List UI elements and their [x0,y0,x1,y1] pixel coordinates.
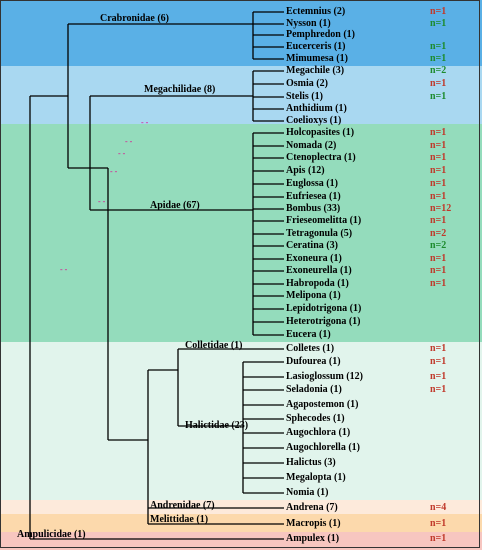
genus-label: Megalopta (1) [286,472,346,483]
genus-label: Nomada (2) [286,140,337,151]
genus-label: Tetragonula (5) [286,228,353,239]
genus-label: Euglossa (1) [286,178,338,189]
genus-label: Augochlorella (1) [286,442,360,453]
genus-label: Holcopasites (1) [286,127,355,138]
melittidae-band [0,514,482,532]
family-label-andrenidae: Andrenidae (7) [150,500,215,511]
sample-count: n=1 [430,343,447,354]
sample-count: n=2 [430,228,447,239]
genus-label: Coelioxys (1) [286,115,342,126]
genus-label: Megachile (3) [286,65,345,76]
sample-count: n=1 [430,253,447,264]
genus-label: Andrena (7) [286,502,338,513]
sample-count: n=1 [430,41,447,52]
genus-label: Macropis (1) [286,518,341,529]
genus-label: Melipona (1) [286,290,341,301]
sample-count: n=1 [430,6,447,17]
tick-mark: - - [98,197,106,206]
genus-label: Stelis (1) [286,91,323,102]
sample-count: n=1 [430,91,447,102]
family-label-colletidae: Colletidae (1) [185,340,243,351]
sample-count: n=1 [430,127,447,138]
sample-count: n=1 [430,518,447,529]
family-label-crabronidae: Crabronidae (6) [100,13,169,24]
genus-label: Exoneurella (1) [286,265,352,276]
sample-count: n=1 [430,215,447,226]
sample-count: n=1 [430,384,447,395]
genus-label: Exoneura (1) [286,253,342,264]
genus-label: Agapostemon (1) [286,399,359,410]
sample-count: n=1 [430,78,447,89]
sample-count: n=12 [430,203,452,214]
genus-label: Anthidium (1) [286,103,347,114]
tick-mark: - - [110,167,118,176]
ampulicidae-band [0,532,482,550]
family-label-apidae: Apidae (67) [150,200,200,211]
apidae-band [0,124,482,342]
sample-count: n=1 [430,371,447,382]
genus-label: Eufriesea (1) [286,191,341,202]
family-label-melittidae: Melittidae (1) [150,514,209,525]
andrenidae-band [0,500,482,514]
sample-count: n=1 [430,152,447,163]
sample-count: n=1 [430,165,447,176]
genus-label: Heterotrigona (1) [286,316,361,327]
genus-label: Nomia (1) [286,487,329,498]
colletidae-halictidae-band [0,342,482,500]
sample-count: n=2 [430,65,447,76]
genus-label: Lepidotrigona (1) [286,303,362,314]
tick-mark: - - [125,137,133,146]
tick-mark: - - [60,265,68,274]
sample-count: n=1 [430,533,447,544]
genus-label: Colletes (1) [286,343,335,354]
sample-count: n=1 [430,191,447,202]
genus-label: Mimumesa (1) [286,53,348,64]
family-label-halictidae: Halictidae (23) [185,420,249,431]
genus-label: Ampulex (1) [286,533,340,544]
family-label-megachilidae: Megachilidae (8) [144,84,216,95]
genus-label: Osmia (2) [286,78,328,89]
genus-label: Frieseomelitta (1) [286,215,362,226]
sample-count: n=1 [430,356,447,367]
genus-label: Dufourea (1) [286,356,341,367]
sample-count: n=4 [430,502,447,513]
genus-label: Sphecodes (1) [286,413,345,424]
sample-count: n=1 [430,18,447,29]
genus-label: Bombus (33) [286,203,341,214]
crabronidae-band [0,0,482,66]
sample-count: n=1 [430,53,447,64]
genus-label: Seladonia (1) [286,384,342,395]
genus-label: Ectemnius (2) [286,6,346,17]
genus-label: Habropoda (1) [286,278,349,289]
tick-mark: - - [141,118,149,127]
genus-label: Halictus (3) [286,457,336,468]
sample-count: n=1 [430,265,447,276]
sample-count: n=1 [430,140,447,151]
genus-label: Eucera (1) [286,329,331,340]
genus-label: Nysson (1) [286,18,331,29]
family-label-ampulicidae: Ampulicidae (1) [17,529,86,540]
genus-label: Pemphredon (1) [286,29,355,40]
genus-label: Apis (12) [286,165,325,176]
tick-mark: - - [118,149,126,158]
genus-label: Lasioglossum (12) [286,371,363,382]
sample-count: n=2 [430,240,447,251]
megachilidae-band [0,66,482,124]
genus-label: Ceratina (3) [286,240,338,251]
sample-count: n=1 [430,278,447,289]
genus-label: Eucerceris (1) [286,41,346,52]
sample-count: n=1 [430,178,447,189]
genus-label: Ctenoplectra (1) [286,152,356,163]
genus-label: Augochlora (1) [286,427,351,438]
